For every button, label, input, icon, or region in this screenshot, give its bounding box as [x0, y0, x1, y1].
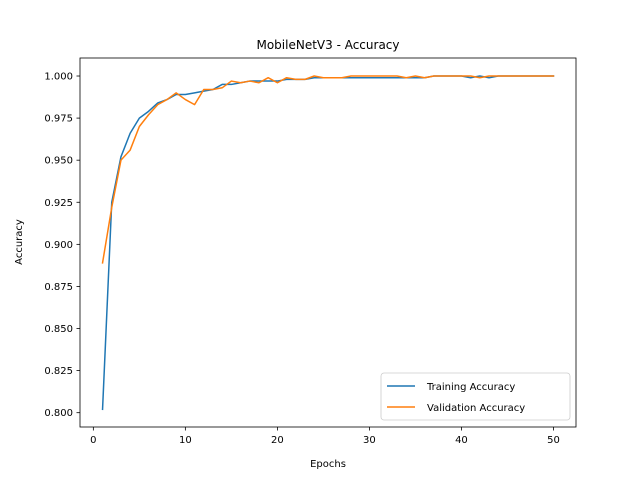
x-tick-label: 50 [547, 435, 560, 446]
y-tick-label: 0.925 [44, 198, 73, 209]
x-tick-label: 10 [179, 435, 192, 446]
x-axis: 0 10 20 30 40 50 [90, 427, 560, 446]
y-tick-label: 0.975 [44, 114, 73, 125]
plot-frame [79, 57, 577, 428]
x-tick-label: 30 [363, 435, 376, 446]
legend: Training Accuracy Validation Accuracy [380, 372, 571, 421]
x-tick-label: 20 [271, 435, 284, 446]
y-tick-label: 0.850 [44, 324, 73, 335]
y-tick-label: 0.900 [44, 240, 73, 251]
chart-title: MobileNetV3 - Accuracy [256, 38, 399, 52]
y-axis: 0.800 0.825 0.850 0.875 0.900 0.925 0.950 0.975… [44, 72, 80, 419]
y-axis-title: Accuracy [14, 219, 25, 265]
legend-label-training: Training Accuracy [426, 382, 515, 393]
y-tick-label: 0.950 [44, 156, 73, 167]
y-tick-label: 0.800 [44, 408, 73, 419]
legend-label-validation: Validation Accuracy [427, 403, 525, 414]
x-tick-label: 0 [90, 435, 96, 446]
y-tick-label: 1.000 [44, 72, 73, 83]
y-tick-label: 0.875 [44, 282, 73, 293]
x-axis-title: Epochs [310, 459, 346, 470]
series-layer [101, 75, 555, 411]
x-tick-label: 40 [455, 435, 468, 446]
series-line-validation [101, 75, 555, 264]
legend-box [380, 372, 571, 421]
y-tick-label: 0.825 [44, 366, 73, 377]
